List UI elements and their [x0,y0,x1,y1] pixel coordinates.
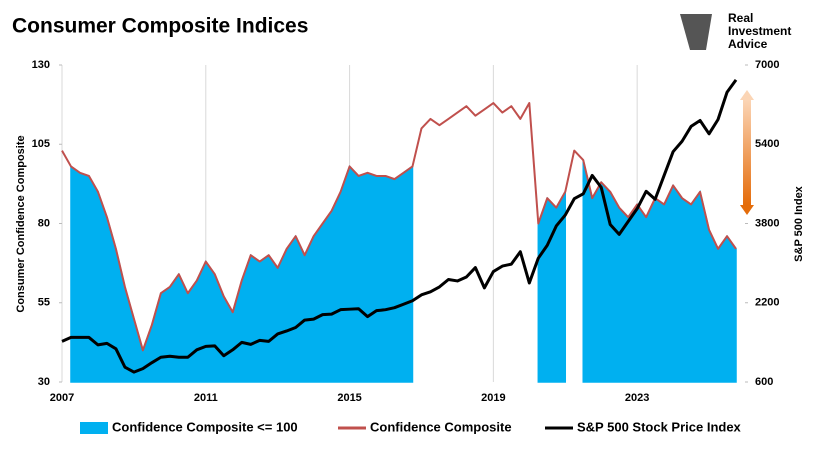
arrow-shaft [743,100,751,205]
x-tick-label: 2011 [194,392,218,404]
line [61,102,737,352]
y-tick-label: 105 [32,138,50,150]
annotation-arrow [740,90,754,215]
legend-label: S&P 500 Stock Price Index [577,419,742,434]
arrow-head [740,205,754,215]
line [61,78,738,374]
x-tick-label: 2019 [481,392,505,404]
logo: Real Investment Advice [680,11,791,51]
plot [59,64,748,383]
arrow-head [740,90,754,100]
logo-text: Real [728,11,753,25]
y2-axis-title: S&P 500 Index [793,185,805,261]
y-axis-title: Consumer Confidence Composite [15,135,27,312]
y-tick-label: 55 [38,297,50,309]
y2-tick-label: 5400 [755,138,779,150]
legend-label: Confidence Composite [370,419,512,434]
legend-label: Confidence Composite <= 100 [112,419,298,434]
y2-tick-label: 7000 [755,59,779,71]
y-tick-label: 80 [38,217,50,229]
legend-swatch [80,422,108,434]
logo-icon [680,14,712,50]
area [70,159,737,383]
y-tick-label: 130 [32,59,50,71]
y-tick-label: 30 [38,376,50,388]
x-tick-label: 2007 [50,392,74,404]
chart-title: Consumer Composite Indices [12,15,308,38]
y2-tick-label: 600 [755,376,773,388]
y2-tick-label: 2200 [755,297,779,309]
x-tick-label: 2023 [625,392,649,404]
x-tick-label: 2015 [337,392,361,404]
y2-tick-label: 3800 [755,217,779,229]
logo-text: Advice [728,37,768,51]
logo-text: Investment [728,24,791,38]
